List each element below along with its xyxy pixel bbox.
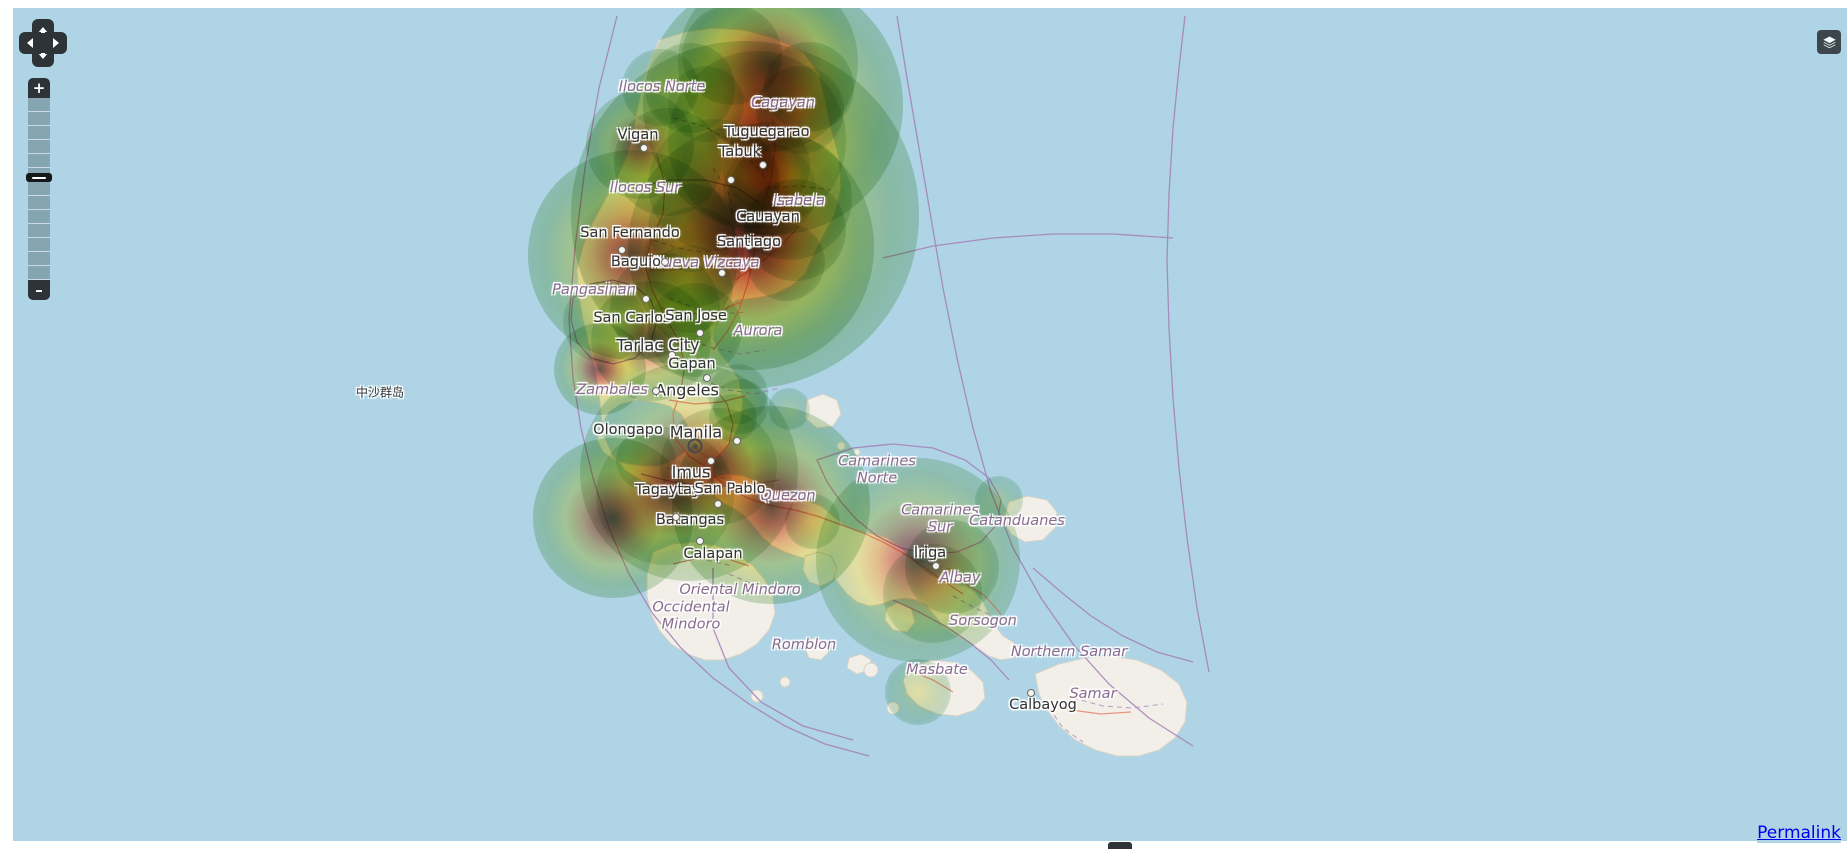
zoom-tick[interactable] [28,210,50,224]
zoom-tick[interactable] [28,266,50,280]
city-marker-dot [1027,689,1035,697]
city-label: Olongapo [593,422,663,438]
city-marker-dot [759,161,767,169]
zoom-tick[interactable] [28,182,50,196]
region-label: Romblon [771,637,837,653]
city-marker-dot [932,562,940,570]
zoom-control[interactable]: + – [26,78,52,300]
zoom-tick[interactable] [28,154,50,168]
region-label: Ilocos Norte [618,79,706,95]
region-label: Albay [939,570,981,586]
city-label: Baguio [610,254,662,270]
city-marker-dot [668,351,676,359]
city-label: Iriga [913,545,947,561]
city-marker-dot [618,246,626,254]
city-label: Calbayog [1009,697,1077,713]
pan-left-button[interactable] [19,32,41,54]
city-marker-dot [640,144,648,152]
city-label: Gapan [668,356,716,372]
city-label: Cauayan [736,209,800,225]
zoom-tick[interactable] [28,252,50,266]
city-marker-dot [696,329,704,337]
region-label: Sorsogon [949,613,1017,629]
city-label: Imus [671,462,711,482]
region-label: Masbate [906,662,968,678]
region-label: Aurora [733,323,783,339]
layers-icon [1822,36,1836,48]
city-marker-dot [642,295,650,303]
pan-right-button[interactable] [45,32,67,54]
city-marker-dot [733,437,741,445]
region-label: Quezon [760,488,816,504]
capital-marker [687,438,703,454]
city-label: San Carlos [593,310,671,326]
region-label: Zambales [576,382,648,398]
zoom-tick[interactable] [28,238,50,252]
zoom-slider-thumb[interactable] [26,173,52,182]
city-marker-dot [718,269,726,277]
zoom-out-button[interactable]: – [28,280,50,300]
zoom-tick[interactable] [28,196,50,210]
region-label: Northern Samar [1010,644,1128,660]
arrow-up-icon [38,27,48,33]
region-label: Oriental Mindoro [679,582,801,598]
city-label: San Fernando [580,225,680,241]
region-label: Camarines Norte [838,453,916,486]
arrow-left-icon [27,38,33,48]
region-label: Cagayan [751,95,815,111]
city-label: Tagaytay [635,482,701,498]
arrow-down-icon [38,53,48,59]
city-label: Batangas [655,512,725,528]
region-label: Samar [1069,686,1117,702]
city-label: Vigan [617,127,659,143]
arrow-right-icon [53,38,59,48]
city-label: Tuguegarao [724,124,810,140]
city-marker-dot [703,374,711,382]
region-label: Ilocos Sur [609,180,681,196]
zoom-tick[interactable] [28,126,50,140]
city-label: San Jose [665,308,727,324]
zoom-tick[interactable] [28,112,50,126]
city-marker-dot [652,387,660,395]
bottom-panel-handle[interactable] [1108,842,1132,849]
city-marker-dot [694,488,702,496]
city-label: Tabuk [718,144,762,160]
city-label: Calapan [683,546,743,562]
region-label: Occidental Mindoro [652,599,730,632]
zoom-tick[interactable] [28,224,50,238]
city-label: Tarlac City [616,335,700,355]
layer-switcher-button[interactable] [1817,30,1841,54]
city-marker-dot [672,513,680,521]
map-label-layer: Ilocos Norte Cagayan Ilocos Sur Isabela Nuev… [13,8,1847,841]
city-marker-dot [745,242,753,250]
city-marker-dot [696,537,704,545]
region-label: Isabela [773,193,825,209]
city-marker-dot [661,258,669,266]
city-marker-dot [727,176,735,184]
zoom-tick[interactable] [28,140,50,154]
zoom-in-button[interactable]: + [28,78,50,98]
zoom-slider-track[interactable] [28,98,50,280]
city-marker-dot [714,500,722,508]
map-canvas[interactable]: Ilocos Norte Cagayan Ilocos Sur Isabela Nuev… [13,8,1847,841]
city-label: San Pablo [694,481,766,497]
region-label: Catanduanes [969,513,1065,529]
pan-control[interactable] [19,19,67,67]
city-label: Angeles [655,380,719,400]
island-group-label: 中沙群岛 [355,385,405,400]
region-label: Camarines Sur [901,502,979,535]
zoom-tick[interactable] [28,98,50,112]
permalink-link[interactable]: Permalink [1757,823,1841,843]
region-label: Pangasinan [552,282,636,298]
city-marker-dot [707,457,715,465]
